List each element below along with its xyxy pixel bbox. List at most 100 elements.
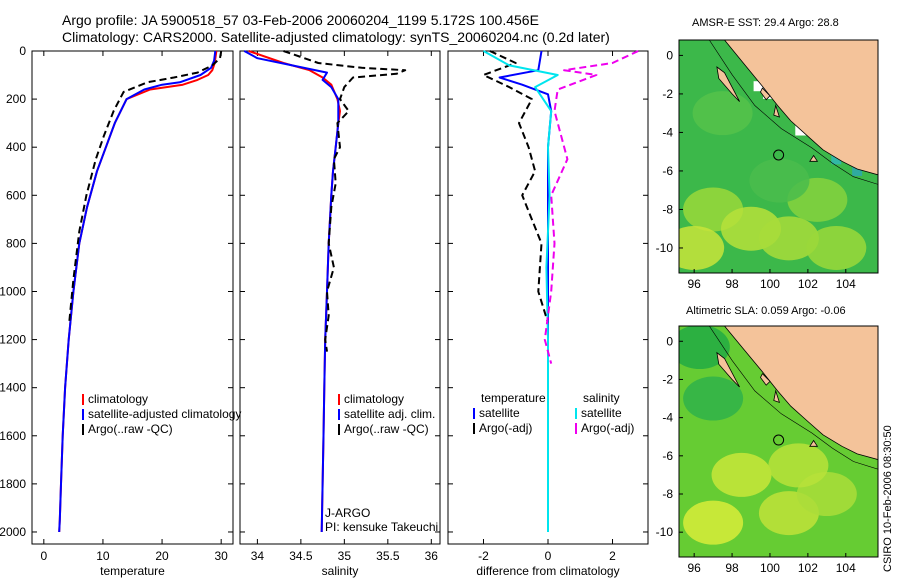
temperature-series-0 (58, 50, 218, 533)
figure-title-line1: Argo profile: JA 5900518_57 03-Feb-2006 … (62, 12, 539, 28)
sst-map-pixel (753, 81, 764, 92)
difference-series-0 (498, 50, 553, 532)
sla-map-xtick-label: 102 (798, 561, 818, 575)
sal-legend-1: satellite adj. clim. (344, 407, 435, 421)
depth-tick-label: 1800 (0, 477, 26, 491)
diff-legend-sal-argo: Argo(-adj) (581, 421, 634, 435)
sst-map-island (809, 154, 819, 162)
sst-map-ytick-label: -2 (662, 87, 673, 101)
sla-map-island (760, 373, 771, 386)
sla-map-island (773, 389, 781, 404)
sst-map-frame (678, 39, 879, 274)
sst-map-island (760, 87, 771, 101)
sla-map-ytick-label: -2 (662, 372, 673, 386)
sst-map-ytick-label: -4 (662, 125, 673, 139)
temp-legend-1: satellite-adjusted climatology (88, 407, 241, 421)
pi-label: PI: kensuke Takeuchi (325, 520, 438, 534)
salinity-xtick-label: 34.5 (289, 549, 313, 563)
diff-legend-temp-satellite: satellite (479, 406, 520, 420)
sla-map-island (809, 439, 819, 447)
depth-tick-label: 1200 (0, 333, 26, 347)
depth-tick-label: 0 (19, 44, 26, 58)
sst-map-island (716, 66, 740, 102)
sla-map-field-patch (683, 376, 744, 421)
depth-tick-label: 2000 (0, 525, 26, 539)
difference-series-2 (483, 50, 559, 532)
depth-tick-label: 600 (6, 188, 26, 202)
sla-map-xtick-label: 98 (725, 561, 739, 575)
diff-legend-sal-satellite: satellite (581, 406, 622, 420)
sst-map-field-patch (758, 216, 819, 261)
depth-tick-label: 1000 (0, 284, 26, 298)
diff-legend-salinity-heading: salinity (583, 391, 620, 405)
sla-map-ytick-label: -8 (662, 487, 673, 501)
salinity-frame (239, 50, 441, 545)
diff-legend-temperature-heading: temperature (481, 391, 546, 405)
sst-map-content (679, 40, 878, 273)
sla-map-title: Altimetric SLA: 0.059 Argo: -0.06 (686, 305, 846, 317)
sst-map-contour (709, 40, 878, 185)
temperature-xtick-label: 30 (214, 549, 228, 563)
depth-tick-label: 400 (6, 140, 26, 154)
sst-map-island (773, 103, 781, 118)
sst-map-xtick-label: 100 (760, 277, 780, 291)
depth-tick-label: 200 (6, 92, 26, 106)
sla-map-field-patch (768, 443, 829, 488)
sst-map-pixel (795, 125, 806, 136)
sst-map-field-patch (679, 225, 725, 270)
sla-map-ytick-label: 0 (666, 334, 673, 348)
sst-map-ytick-label: -10 (656, 241, 674, 255)
temp-legend-2: Argo(..raw -QC) (88, 422, 173, 436)
difference-xlabel: difference from climatology (476, 564, 619, 578)
salinity-series-1 (243, 50, 340, 533)
sla-map-xtick-label: 96 (687, 561, 701, 575)
sst-map-argo-marker (773, 149, 785, 161)
sst-map-xtick-label: 102 (798, 277, 818, 291)
temperature-series-2 (68, 50, 223, 323)
sst-map-xtick-label: 104 (836, 277, 856, 291)
sst-map-ytick-label: -8 (662, 202, 673, 216)
sla-map-ytick-label: -6 (662, 449, 673, 463)
sal-legend-0: climatology (344, 392, 404, 406)
temperature-xtick-label: 0 (40, 549, 47, 563)
sla-map-content (679, 326, 878, 557)
figure-title-line2: Climatology: CARS2000. Satellite-adjuste… (62, 29, 610, 45)
difference-series-1 (482, 50, 549, 324)
sla-map-field-patch (679, 326, 730, 369)
sst-map-field-patch (749, 158, 810, 203)
sal-legend-2: Argo(..raw -QC) (344, 422, 429, 436)
salinity-xlabel: salinity (322, 564, 359, 578)
temperature-frame (31, 50, 234, 545)
sla-map-ytick-label: -10 (656, 525, 674, 539)
sla-map-land (724, 326, 878, 461)
salinity-xtick-label: 34 (251, 549, 265, 563)
jargo-label: J-ARGO (325, 506, 370, 520)
difference-xtick-label: 2 (609, 549, 616, 563)
salinity-series-2 (283, 50, 407, 352)
sst-map-land (724, 40, 878, 176)
sla-map-ytick-label: -4 (662, 411, 673, 425)
sla-map-contour (709, 326, 878, 470)
temperature-xlabel: temperature (100, 564, 165, 578)
temperature-series-1 (58, 50, 217, 533)
depth-tick-label: 800 (6, 236, 26, 250)
diff-legend-temp-argo: Argo(-adj) (479, 421, 532, 435)
temperature-xtick-label: 20 (155, 549, 169, 563)
difference-series-3 (543, 50, 639, 364)
difference-xtick-label: 0 (545, 549, 552, 563)
sst-map-xtick-label: 96 (687, 277, 701, 291)
sst-map-xtick-label: 98 (725, 277, 739, 291)
sla-map-field-patch (711, 452, 772, 497)
sla-map-frame (678, 325, 879, 558)
sst-map-field-patch (692, 91, 753, 136)
difference-xtick-label: -2 (478, 549, 489, 563)
sst-map-ytick-label: -6 (662, 164, 673, 178)
salinity-xtick-label: 36 (425, 549, 439, 563)
temp-legend-0: climatology (88, 392, 148, 406)
sla-map-field-patch (683, 500, 744, 545)
salinity-xtick-label: 35.5 (376, 549, 400, 563)
sst-map-ytick-label: 0 (666, 48, 673, 62)
sla-map-xtick-label: 100 (760, 561, 780, 575)
salinity-xtick-label: 35 (338, 549, 352, 563)
